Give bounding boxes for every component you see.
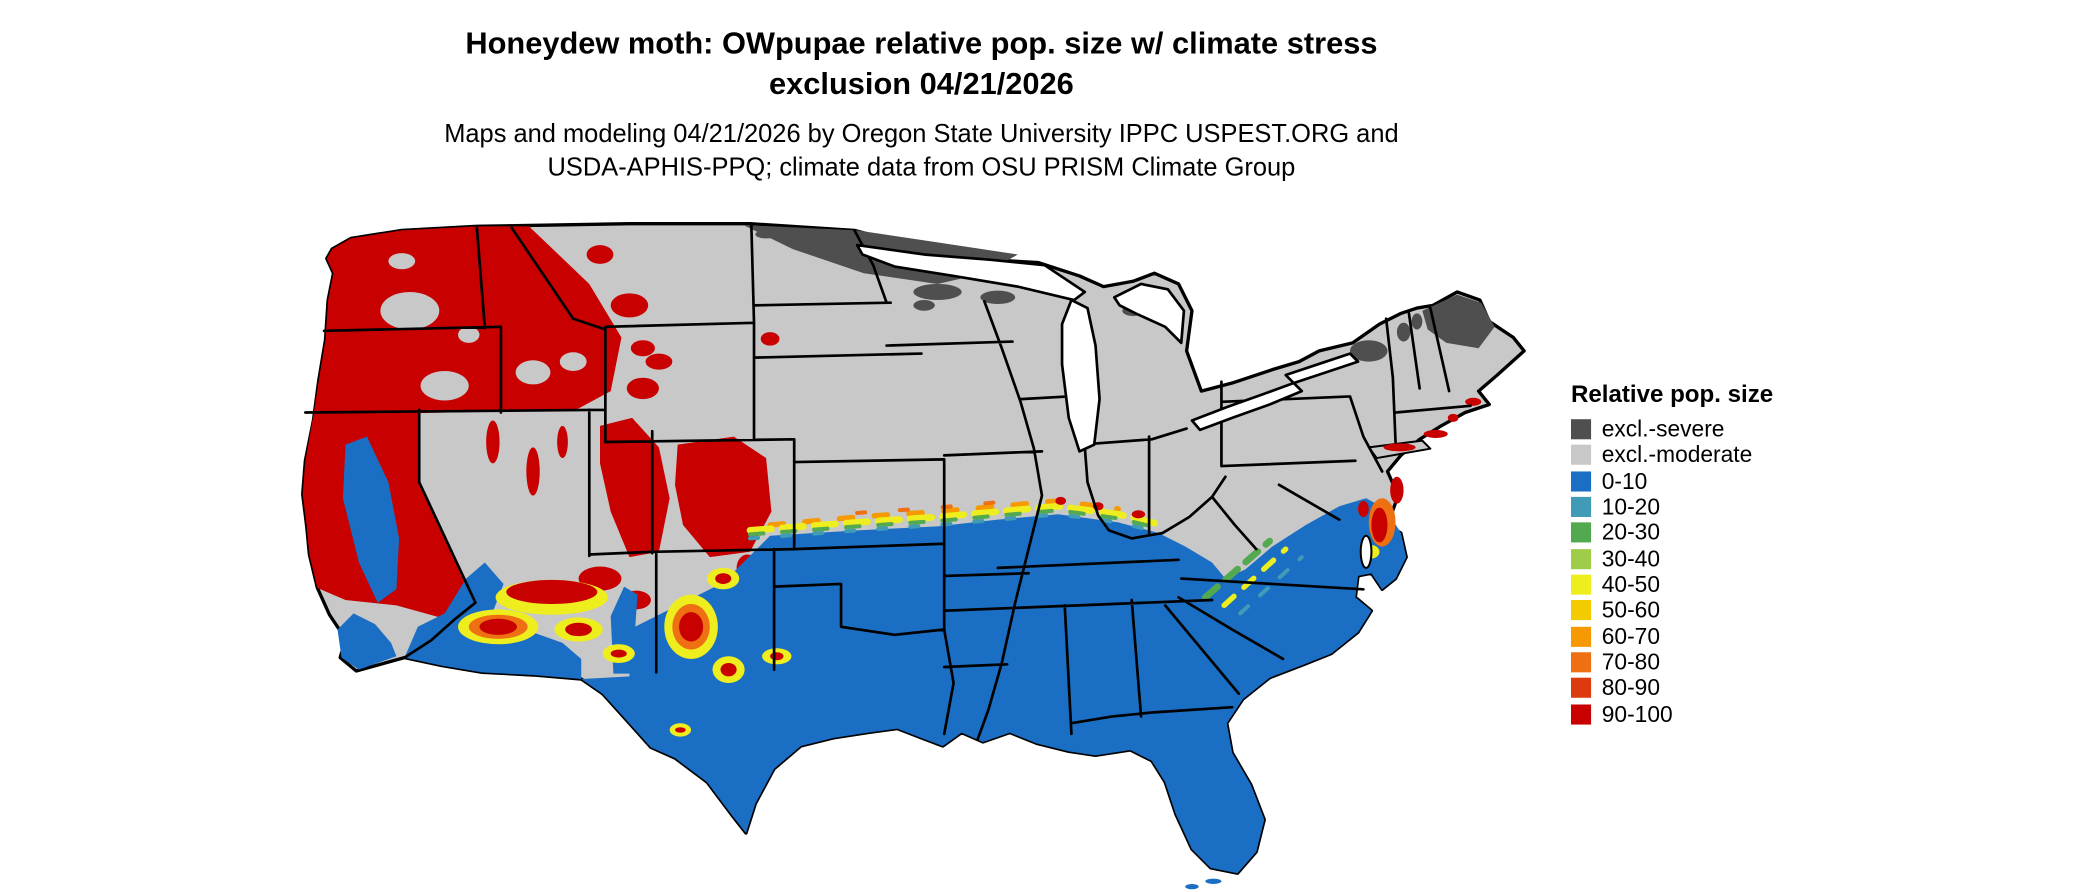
legend-swatch-60-70 xyxy=(1570,626,1592,647)
lake-erie xyxy=(1190,381,1304,432)
page-title-line2: exclusion 04/21/2026 xyxy=(769,66,1074,101)
legend-label-90-100: 90-100 xyxy=(1602,701,1673,727)
lake-ontario xyxy=(1284,352,1360,385)
band-60-70 xyxy=(767,498,1121,528)
legend-swatch-80-90 xyxy=(1570,677,1592,698)
lake-huron xyxy=(1112,282,1186,345)
legend-label-30-40: 30-40 xyxy=(1602,546,1660,572)
blue-central-valley xyxy=(342,436,400,603)
legend-swatch-70-80 xyxy=(1570,652,1592,673)
severe-northern-maine xyxy=(1422,294,1495,349)
page-subtitle-line2: USDA-APHIS-PPQ; climate data from OSU PR… xyxy=(548,153,1296,181)
state-borders xyxy=(304,223,1472,741)
map-legend: Relative pop. size excl.-severe excl.-mo… xyxy=(1570,381,1773,727)
band-40-50 xyxy=(746,502,1166,534)
band-20-30 xyxy=(747,508,1165,537)
chesapeake-bay xyxy=(1359,534,1373,569)
legend-swatch-20-30 xyxy=(1570,522,1592,543)
legend-label-80-90: 80-90 xyxy=(1602,674,1660,700)
legend-label-10-20: 10-20 xyxy=(1602,493,1660,519)
legend-swatch-30-40 xyxy=(1570,549,1592,570)
legend-swatch-50-60 xyxy=(1570,600,1592,621)
legend-swatch-40-50 xyxy=(1570,574,1592,595)
legend-label-60-70: 60-70 xyxy=(1602,623,1660,649)
legend-swatch-0-10 xyxy=(1570,471,1592,492)
legend-swatch-90-100 xyxy=(1570,704,1592,725)
lake-michigan xyxy=(1060,298,1101,453)
legend-label-70-80: 70-80 xyxy=(1602,649,1660,675)
great-lakes xyxy=(855,243,1373,569)
legend-swatch-excl-severe xyxy=(1570,419,1592,440)
page-title-line1: Honeydew moth: OWpupae relative pop. siz… xyxy=(465,26,1377,61)
legend-label-excl-moderate: excl.-moderate xyxy=(1602,441,1752,467)
legend-label-0-10: 0-10 xyxy=(1602,468,1648,494)
legend-label-excl-severe: excl.-severe xyxy=(1602,416,1725,442)
blue-socal-coast xyxy=(337,613,397,670)
legend-swatch-excl-moderate xyxy=(1570,444,1592,465)
legend-swatch-10-20 xyxy=(1570,496,1592,517)
red-hotspot-cores xyxy=(479,397,1482,733)
page-subtitle-line1: Maps and modeling 04/21/2026 by Oregon S… xyxy=(444,120,1398,148)
appalachian-streak-green xyxy=(1202,537,1273,601)
moderate-speckles-on-west xyxy=(380,253,587,401)
transition-bands xyxy=(746,498,1304,616)
legend-title: Relative pop. size xyxy=(1571,381,1773,408)
blue-southeast-mass xyxy=(581,498,1407,874)
legend-label-20-30: 20-30 xyxy=(1602,519,1660,545)
legend-label-40-50: 40-50 xyxy=(1602,571,1660,597)
legend-label-50-60: 50-60 xyxy=(1602,596,1660,622)
red-colorado-rockies xyxy=(675,436,772,558)
region-0-10 xyxy=(337,436,1407,890)
appalachian-streak-yellow xyxy=(1221,546,1289,609)
